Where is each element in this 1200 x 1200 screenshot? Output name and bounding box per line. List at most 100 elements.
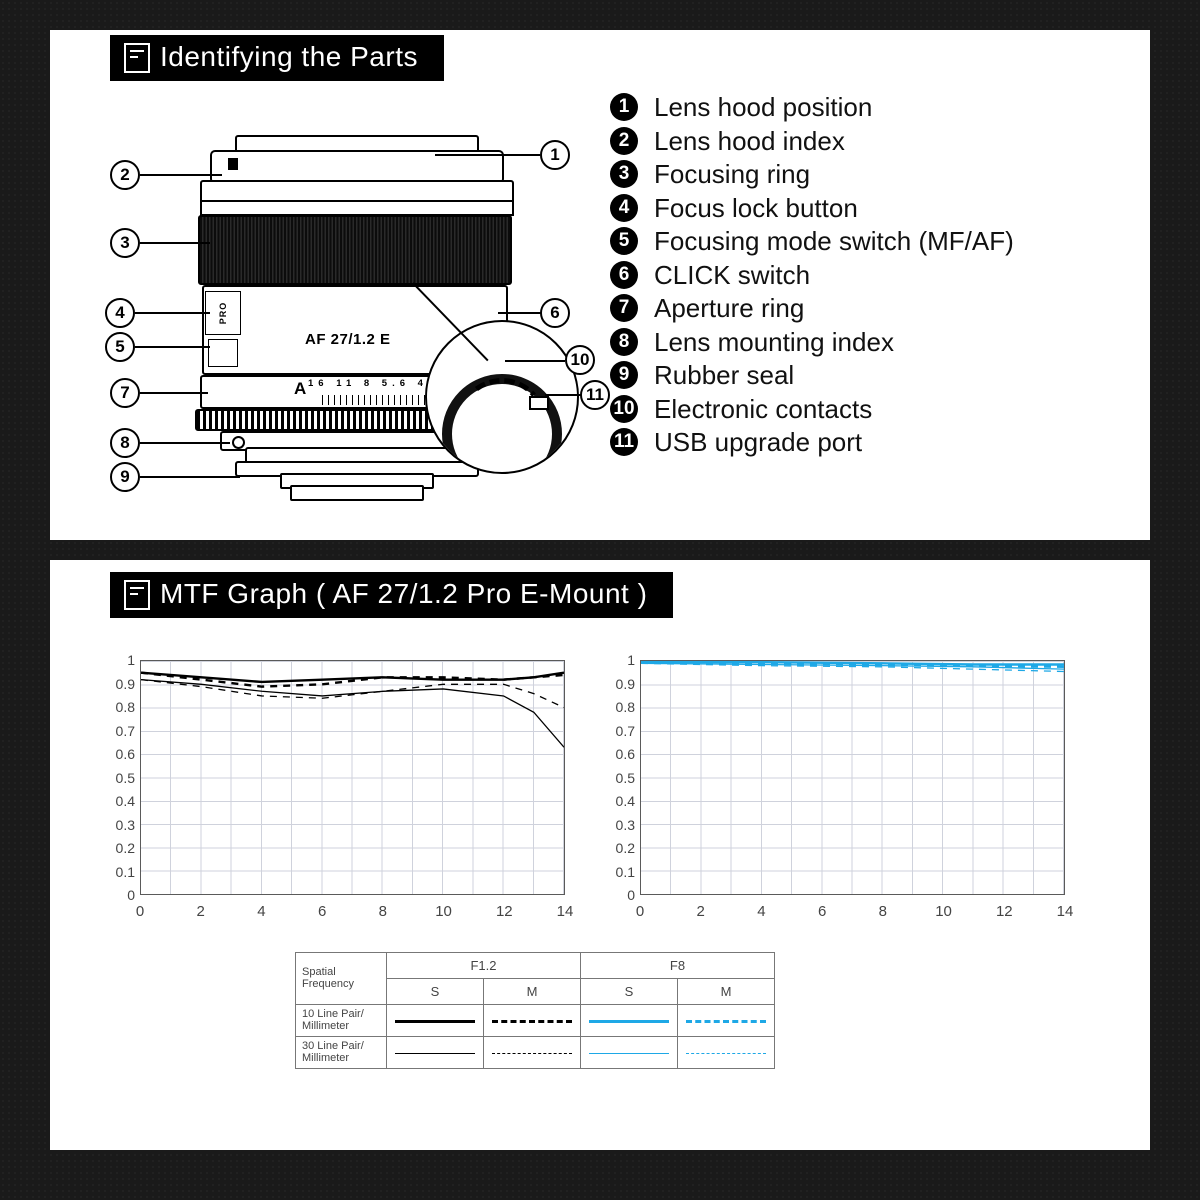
legend-num: 9: [610, 361, 638, 389]
legend-num: 7: [610, 294, 638, 322]
legend-item-9: 9 Rubber seal: [610, 359, 1140, 392]
legend-num: 8: [610, 328, 638, 356]
legend-row-10lp: 10 Line Pair/ Millimeter: [296, 1005, 387, 1037]
focus-ring-graphic: [198, 215, 512, 285]
xtick: 12: [496, 903, 513, 920]
legend-col-f12: F1.2: [387, 953, 581, 979]
ytick: 0.6: [105, 746, 135, 762]
mf-af-switch-graphic: [208, 339, 238, 367]
xtick: 10: [935, 903, 952, 920]
ytick: 0.4: [605, 793, 635, 809]
xtick: 8: [879, 903, 887, 920]
mtf-legend-table: Spatial Frequency F1.2 F8 SM SM 10 Line …: [295, 952, 775, 1069]
legend-num: 1: [610, 93, 638, 121]
callout-5: 5: [105, 332, 135, 362]
legend-num: 3: [610, 160, 638, 188]
legend-num: 10: [610, 395, 638, 423]
ytick: 0.7: [105, 723, 135, 739]
ytick: 0: [105, 887, 135, 903]
ytick: 0.8: [605, 699, 635, 715]
parts-panel: Identifying the Parts AF 27/1.2 E A 16 1…: [50, 30, 1150, 540]
mtf-chart-f12: 00.10.20.30.40.50.60.70.80.9102468101214: [105, 655, 570, 920]
legend-item-5: 5 Focusing mode switch (MF/AF): [610, 225, 1140, 258]
legend-label: Rubber seal: [654, 359, 794, 392]
callout-1: 1: [540, 140, 570, 170]
legend-label: Lens mounting index: [654, 326, 894, 359]
mtf-chart-f8: 00.10.20.30.40.50.60.70.80.9102468101214: [605, 655, 1070, 920]
legend-item-4: 4 Focus lock button: [610, 192, 1140, 225]
legend-num: 2: [610, 127, 638, 155]
parts-legend: 1 Lens hood position 2 Lens hood index 3 Focu…: [610, 90, 1140, 460]
doc-icon: [124, 43, 150, 73]
xtick: 10: [435, 903, 452, 920]
mtf-title: MTF Graph ( AF 27/1.2 Pro E-Mount ): [160, 578, 647, 609]
legend-item-8: 8 Lens mounting index: [610, 326, 1140, 359]
legend-num: 6: [610, 261, 638, 289]
ytick: 0.9: [605, 676, 635, 692]
legend-label: Focusing ring: [654, 158, 810, 191]
legend-label: Lens hood index: [654, 125, 845, 158]
legend-col-f8: F8: [581, 953, 775, 979]
legend-label: Focus lock button: [654, 192, 858, 225]
xtick: 2: [697, 903, 705, 920]
legend-num: 4: [610, 194, 638, 222]
legend-item-1: 1 Lens hood position: [610, 91, 1140, 124]
legend-freq-header: Spatial Frequency: [296, 953, 387, 1005]
legend-row-30lp: 30 Line Pair/ Millimeter: [296, 1037, 387, 1069]
legend-item-11: 11USB upgrade port: [610, 426, 1140, 459]
parts-title-bar: Identifying the Parts: [110, 35, 444, 81]
ytick: 0.1: [605, 864, 635, 880]
legend-label: Electronic contacts: [654, 393, 872, 426]
ytick: 0.9: [105, 676, 135, 692]
ytick: 0.5: [105, 770, 135, 786]
ytick: 0.2: [105, 840, 135, 856]
callout-10: 10: [565, 345, 595, 375]
legend-label: CLICK switch: [654, 259, 810, 292]
legend-item-3: 3 Focusing ring: [610, 158, 1140, 191]
lens-model: AF 27/1.2 E: [305, 331, 391, 348]
callout-3: 3: [110, 228, 140, 258]
mount-index-dot: [232, 436, 245, 449]
xtick: 12: [996, 903, 1013, 920]
callout-9: 9: [110, 462, 140, 492]
ytick: 0.4: [105, 793, 135, 809]
callout-4: 4: [105, 298, 135, 328]
ytick: 0.2: [605, 840, 635, 856]
mtf-panel: MTF Graph ( AF 27/1.2 Pro E-Mount ) 0 0.1…: [50, 560, 1150, 1150]
ytick: 0: [605, 887, 635, 903]
legend-label: Lens hood position: [654, 91, 872, 124]
ytick: 0.6: [605, 746, 635, 762]
legend-item-2: 2 Lens hood index: [610, 125, 1140, 158]
legend-label: Aperture ring: [654, 292, 804, 325]
xtick: 8: [379, 903, 387, 920]
xtick: 14: [1057, 903, 1074, 920]
callout-11: 11: [580, 380, 610, 410]
xtick: 6: [318, 903, 326, 920]
legend-num: 11: [610, 428, 638, 456]
legend-label: Focusing mode switch (MF/AF): [654, 225, 1014, 258]
doc-icon: [124, 580, 150, 610]
xtick: 0: [636, 903, 644, 920]
xtick: 2: [197, 903, 205, 920]
callout-8: 8: [110, 428, 140, 458]
callout-7: 7: [110, 378, 140, 408]
legend-item-6: 6 CLICK switch: [610, 259, 1140, 292]
legend-item-7: 7 Aperture ring: [610, 292, 1140, 325]
callout-2: 2: [110, 160, 140, 190]
ytick: 1: [105, 652, 135, 668]
ytick: 0.1: [105, 864, 135, 880]
ytick: 0.7: [605, 723, 635, 739]
xtick: 4: [257, 903, 265, 920]
callout-6: 6: [540, 298, 570, 328]
ytick: 0.5: [605, 770, 635, 786]
xtick: 4: [757, 903, 765, 920]
xtick: 6: [818, 903, 826, 920]
ytick: 0.3: [105, 817, 135, 833]
ytick: 1: [605, 652, 635, 668]
mtf-title-bar: MTF Graph ( AF 27/1.2 Pro E-Mount ): [110, 572, 673, 618]
xtick: 0: [136, 903, 144, 920]
xtick: 14: [557, 903, 574, 920]
legend-num: 5: [610, 227, 638, 255]
ytick: 0.3: [605, 817, 635, 833]
ytick: 0.8: [105, 699, 135, 715]
